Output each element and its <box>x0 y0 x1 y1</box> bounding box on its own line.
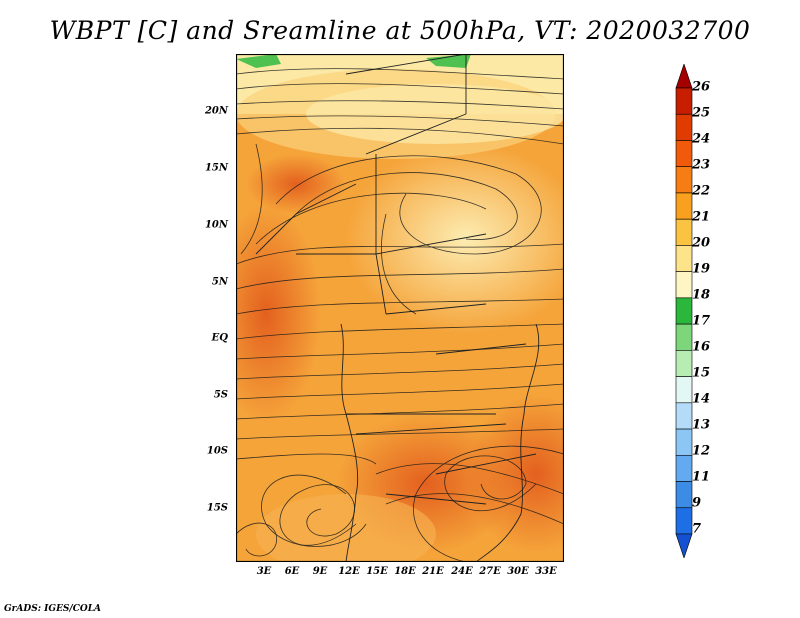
colorbar-label: 14 <box>692 391 711 407</box>
lon-label: 27E <box>479 566 501 577</box>
streamlines <box>236 68 564 562</box>
country-borders <box>255 54 540 562</box>
colorbar-label: 9 <box>692 495 702 511</box>
lon-label: 9E <box>312 566 328 577</box>
colorbar-label: 21 <box>692 209 711 225</box>
colorbar-label: 11 <box>692 469 711 485</box>
colorbar-label: 19 <box>692 261 711 277</box>
warm-region-west <box>236 204 321 424</box>
colorbar-segment <box>675 428 693 456</box>
lon-label: 15E <box>366 566 388 577</box>
colorbar-segment <box>675 166 693 194</box>
colorbar-label: 17 <box>692 313 711 329</box>
colorbar-label: 18 <box>692 287 711 303</box>
colorbar-label: 15 <box>692 365 711 381</box>
colorbar-segment <box>675 113 693 141</box>
colorbar-segment <box>675 218 693 246</box>
colorbar-segment <box>675 192 693 220</box>
colorbar-segment <box>675 271 693 299</box>
colorbar-label: 24 <box>692 131 711 147</box>
lon-label: 3E <box>256 566 272 577</box>
lon-label: 18E <box>394 566 416 577</box>
lon-label: 21E <box>422 566 444 577</box>
colorbar-segment <box>675 454 693 482</box>
colorbar-label: 26 <box>692 79 711 95</box>
lat-label: 15S <box>206 502 228 514</box>
lat-label: 5S <box>213 389 228 401</box>
colorbar-segment <box>675 297 693 325</box>
colorbar-label: 20 <box>692 235 711 251</box>
lon-label: 12E <box>338 566 360 577</box>
colorbar-segment <box>675 323 693 351</box>
cool-patch-n <box>426 54 471 68</box>
colorbar-segment <box>675 376 693 404</box>
colorbar <box>675 64 693 558</box>
colorbar-segment <box>675 350 693 377</box>
chart-title: WBPT [C] and Sreamline at 500hPa, VT: 20… <box>49 16 751 45</box>
colorbar-label: 12 <box>692 443 711 459</box>
lat-label: 20N <box>204 105 228 117</box>
lon-label: 6E <box>284 566 300 577</box>
colorbar-segment <box>675 64 693 89</box>
colorbar-segment <box>675 140 693 168</box>
map-plot <box>236 54 564 562</box>
colorbar-segment <box>675 533 693 558</box>
colorbar-segment <box>675 87 693 115</box>
map-frame <box>236 54 564 562</box>
lat-label: 10S <box>206 445 228 457</box>
footer-credit: GrADS: IGES/COLA <box>4 604 102 614</box>
colorbar-label: 25 <box>692 105 711 121</box>
lon-label: 30E <box>507 566 529 577</box>
colorbar-label: 7 <box>692 521 702 537</box>
lat-label: 10N <box>204 219 228 231</box>
lat-label: 5N <box>211 276 228 288</box>
light-region-east <box>346 144 564 334</box>
colorbar-segment <box>675 402 693 430</box>
colorbar-label: 23 <box>692 157 711 173</box>
lon-label: 33E <box>535 566 557 577</box>
cool-patch-nw <box>236 54 281 68</box>
colorbar-label: 16 <box>692 339 711 355</box>
colorbar-segment <box>675 507 693 535</box>
colorbar-segment <box>675 481 693 509</box>
lon-label: 24E <box>451 566 473 577</box>
colorbar-label: 22 <box>692 183 711 199</box>
lat-label: EQ <box>211 332 228 344</box>
colorbar-segment <box>675 245 693 272</box>
lat-label: 15N <box>204 162 228 174</box>
colorbar-label: 13 <box>692 417 711 433</box>
